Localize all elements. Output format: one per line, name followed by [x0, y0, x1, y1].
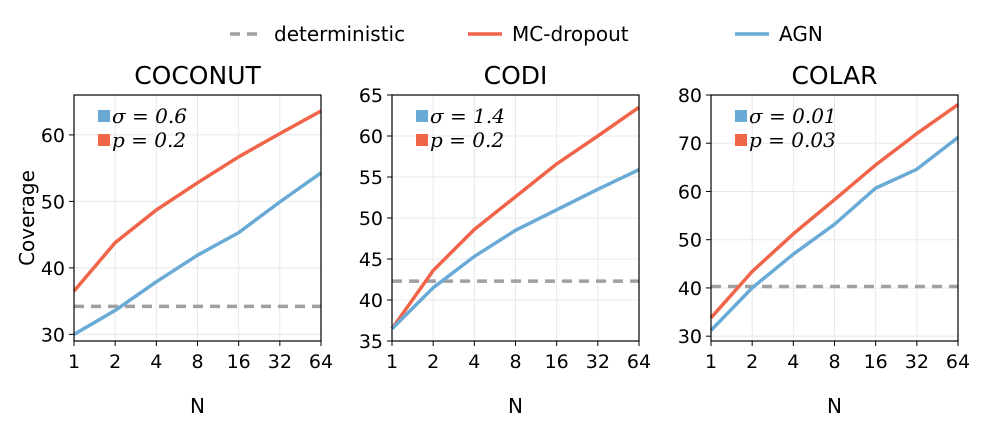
x-tick-label: 32 — [586, 351, 610, 373]
x-tick-label: 1 — [705, 351, 717, 373]
y-tick-label: 40 — [359, 290, 383, 312]
series-line-agn — [709, 136, 960, 332]
x-axis-label: N — [508, 394, 523, 418]
y-tick-label: 30 — [678, 326, 702, 348]
panel-title: CODI — [484, 61, 548, 90]
x-tick-label: 32 — [268, 351, 292, 373]
series-line-mc-dropout — [390, 105, 641, 330]
series-line-mc-dropout — [72, 109, 322, 293]
y-tick-label: 40 — [678, 278, 702, 300]
x-tick-label: 64 — [946, 351, 970, 373]
x-tick-label: 2 — [427, 351, 439, 373]
annotation-text: σ = 1.4 — [430, 104, 505, 128]
annotation-text: p = 0.2 — [430, 128, 504, 152]
x-tick-label: 8 — [828, 351, 840, 373]
annotation-swatch — [735, 134, 747, 146]
y-tick-label: 80 — [678, 85, 702, 107]
x-tick-label: 4 — [468, 351, 480, 373]
x-tick-label: 2 — [109, 351, 121, 373]
y-tick-label: 40 — [41, 258, 65, 280]
x-tick-label: 64 — [309, 351, 333, 373]
legend-label-agn: AGN — [779, 22, 823, 46]
annotation-text: p = 0.03 — [749, 128, 836, 152]
legend: deterministic MC-dropout AGN — [230, 22, 823, 46]
x-tick-label: 8 — [191, 351, 203, 373]
annotation-swatch — [98, 134, 110, 146]
annotation-swatch — [416, 134, 428, 146]
legend-label-deterministic: deterministic — [274, 22, 405, 46]
y-tick-label: 50 — [41, 191, 65, 213]
y-tick-label: 35 — [359, 331, 383, 353]
panel-title: COCONUT — [134, 61, 261, 90]
x-tick-label: 16 — [545, 351, 569, 373]
x-tick-label: 4 — [787, 351, 799, 373]
panel-title: COLAR — [791, 61, 877, 90]
legend-label-mc-dropout: MC-dropout — [512, 22, 629, 46]
x-tick-label: 8 — [509, 351, 521, 373]
annotation-text: σ = 0.01 — [749, 104, 837, 128]
panel-coconut: 1 2 4 8 16 32 64 30 40 50 60 COCONUT N Coverage σ = 0.… — [15, 61, 333, 418]
x-tick-label: 4 — [150, 351, 162, 373]
panel-colar: 1 2 4 8 16 32 64 30 40 50 60 70 80 COLAR Nσ = 0.01p = … — [678, 61, 970, 418]
y-tick-label: 50 — [678, 230, 702, 252]
y-tick-label: 60 — [359, 126, 383, 148]
y-tick-label: 30 — [41, 324, 65, 346]
annotation-text: p = 0.2 — [112, 128, 186, 152]
y-tick-label: 45 — [359, 249, 383, 271]
y-tick-label: 50 — [359, 208, 383, 230]
x-tick-label: 32 — [905, 351, 929, 373]
annotation-swatch — [416, 110, 428, 122]
x-tick-label: 64 — [627, 351, 651, 373]
y-tick-label: 60 — [41, 125, 65, 147]
x-axis-label: N — [827, 394, 842, 418]
x-tick-label: 16 — [864, 351, 888, 373]
y-tick-label: 70 — [678, 133, 702, 155]
annotation-swatch — [98, 110, 110, 122]
panels: 1 2 4 8 16 32 64 30 40 50 60 COCONUT N Coverage σ = 0.… — [15, 61, 970, 418]
x-axis-label: N — [190, 394, 205, 418]
x-tick-label: 1 — [68, 351, 80, 373]
annotation-text: σ = 0.6 — [112, 104, 187, 128]
y-tick-label: 55 — [359, 167, 383, 189]
x-tick-label: 1 — [386, 351, 398, 373]
annotation-swatch — [735, 110, 747, 122]
y-tick-label: 60 — [678, 181, 702, 203]
series-line-agn — [73, 171, 323, 336]
x-tick-label: 2 — [746, 351, 758, 373]
panel-codi: 1 2 4 8 16 32 64 35 40 45 50 55 60 65 CODI Nσ = 1.4p = … — [359, 61, 651, 418]
y-axis-label: Coverage — [15, 170, 39, 266]
y-tick-label: 65 — [359, 85, 383, 107]
series-line-mc-dropout — [709, 103, 960, 319]
x-tick-label: 16 — [227, 351, 251, 373]
series-line-agn — [390, 168, 640, 330]
